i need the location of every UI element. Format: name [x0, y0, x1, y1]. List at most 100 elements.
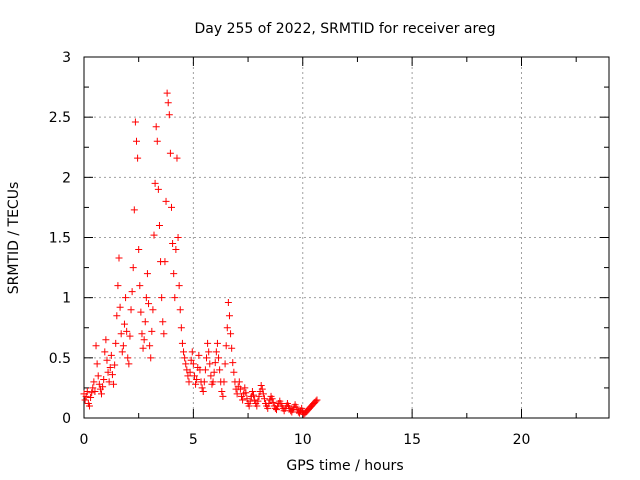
data-point: [245, 402, 253, 410]
data-point: [154, 185, 162, 193]
data-point: [114, 282, 122, 290]
data-point: [192, 380, 200, 388]
data-point: [312, 397, 320, 405]
data-point: [205, 348, 213, 356]
data-point: [187, 356, 195, 364]
data-point: [203, 354, 210, 362]
data-point: [177, 324, 185, 332]
data-point: [212, 348, 220, 356]
data-point: [195, 351, 203, 359]
data-point: [201, 366, 209, 374]
data-point: [153, 137, 161, 145]
data-point: [118, 348, 126, 356]
data-point: [106, 363, 114, 371]
data-point: [172, 246, 180, 254]
data-point: [115, 254, 123, 262]
data-point: [162, 197, 170, 205]
data-point: [220, 378, 228, 386]
data-point: [87, 394, 95, 402]
data-point: [101, 348, 109, 356]
data-point: [158, 294, 166, 302]
axis-ticks: 0 5 10 15 20 0 0.5 1 1.5 2 2.5 3: [49, 50, 609, 448]
y-tick-label: 0.5: [49, 351, 71, 367]
data-point: [174, 234, 182, 241]
data-point: [186, 368, 194, 376]
y-tick-label: 3: [62, 50, 71, 66]
data-point: [137, 308, 145, 316]
data-point: [147, 354, 155, 362]
grid-lines: [84, 57, 609, 418]
data-point: [233, 390, 241, 398]
data-point: [135, 246, 143, 254]
data-point: [142, 294, 150, 302]
x-tick-label: 0: [80, 432, 89, 448]
data-point: [173, 154, 181, 162]
data-point: [113, 312, 121, 320]
data-point: [230, 368, 238, 376]
data-point: [119, 342, 127, 350]
data-point: [257, 382, 265, 390]
data-point: [134, 154, 142, 162]
x-tick-label: 10: [294, 432, 312, 448]
x-tick-label: 20: [513, 432, 531, 448]
data-point: [206, 360, 214, 368]
data-point: [313, 396, 321, 404]
data-point: [298, 404, 306, 412]
data-point: [251, 396, 259, 404]
data-point: [138, 330, 146, 338]
data-point: [108, 371, 116, 379]
data-point: [107, 351, 115, 359]
data-point: [120, 320, 128, 328]
data-point: [213, 339, 221, 347]
data-point: [103, 356, 111, 364]
data-point: [133, 137, 140, 145]
y-tick-label: 1.5: [49, 231, 71, 247]
data-point: [209, 378, 217, 386]
data-point: [125, 360, 133, 368]
data-point: [185, 378, 193, 386]
data-point: [241, 384, 249, 392]
chart-title: Day 255 of 2022, SRMTID for receiver are…: [195, 21, 496, 37]
data-point: [190, 372, 198, 380]
data-point: [254, 397, 262, 405]
data-point: [94, 372, 102, 380]
data-point: [259, 390, 267, 398]
data-point: [160, 330, 168, 338]
data-point: [223, 324, 231, 332]
data-point: [99, 383, 107, 391]
data-point: [98, 390, 105, 398]
data-point: [139, 344, 147, 352]
data-point: [88, 389, 96, 397]
data-point: [273, 406, 280, 414]
data-point: [146, 342, 154, 350]
data-point: [269, 398, 277, 406]
data-point: [235, 378, 243, 386]
data-point: [159, 318, 167, 326]
data-point: [82, 392, 90, 400]
data-point: [122, 294, 130, 302]
data-point: [219, 392, 227, 400]
data-point: [116, 303, 124, 311]
data-point: [149, 306, 157, 314]
data-point: [258, 385, 266, 393]
data-point: [126, 332, 134, 340]
data-point: [211, 359, 219, 367]
x-tick-label: 15: [403, 432, 421, 448]
data-point: [150, 231, 158, 239]
data-point: [221, 360, 229, 368]
data-point: [228, 344, 236, 352]
data-point: [129, 264, 137, 272]
data-point: [168, 203, 175, 211]
data-point: [242, 389, 250, 397]
data-point: [260, 395, 268, 403]
data-point: [265, 400, 273, 408]
data-point: [89, 384, 97, 392]
data-point: [248, 388, 256, 396]
data-point: [140, 336, 148, 344]
data-point: [255, 392, 263, 400]
x-tick-label: 5: [189, 432, 198, 448]
data-point: [128, 288, 136, 296]
y-tick-label: 1: [62, 291, 71, 307]
data-point: [215, 354, 223, 362]
data-point: [85, 402, 93, 410]
